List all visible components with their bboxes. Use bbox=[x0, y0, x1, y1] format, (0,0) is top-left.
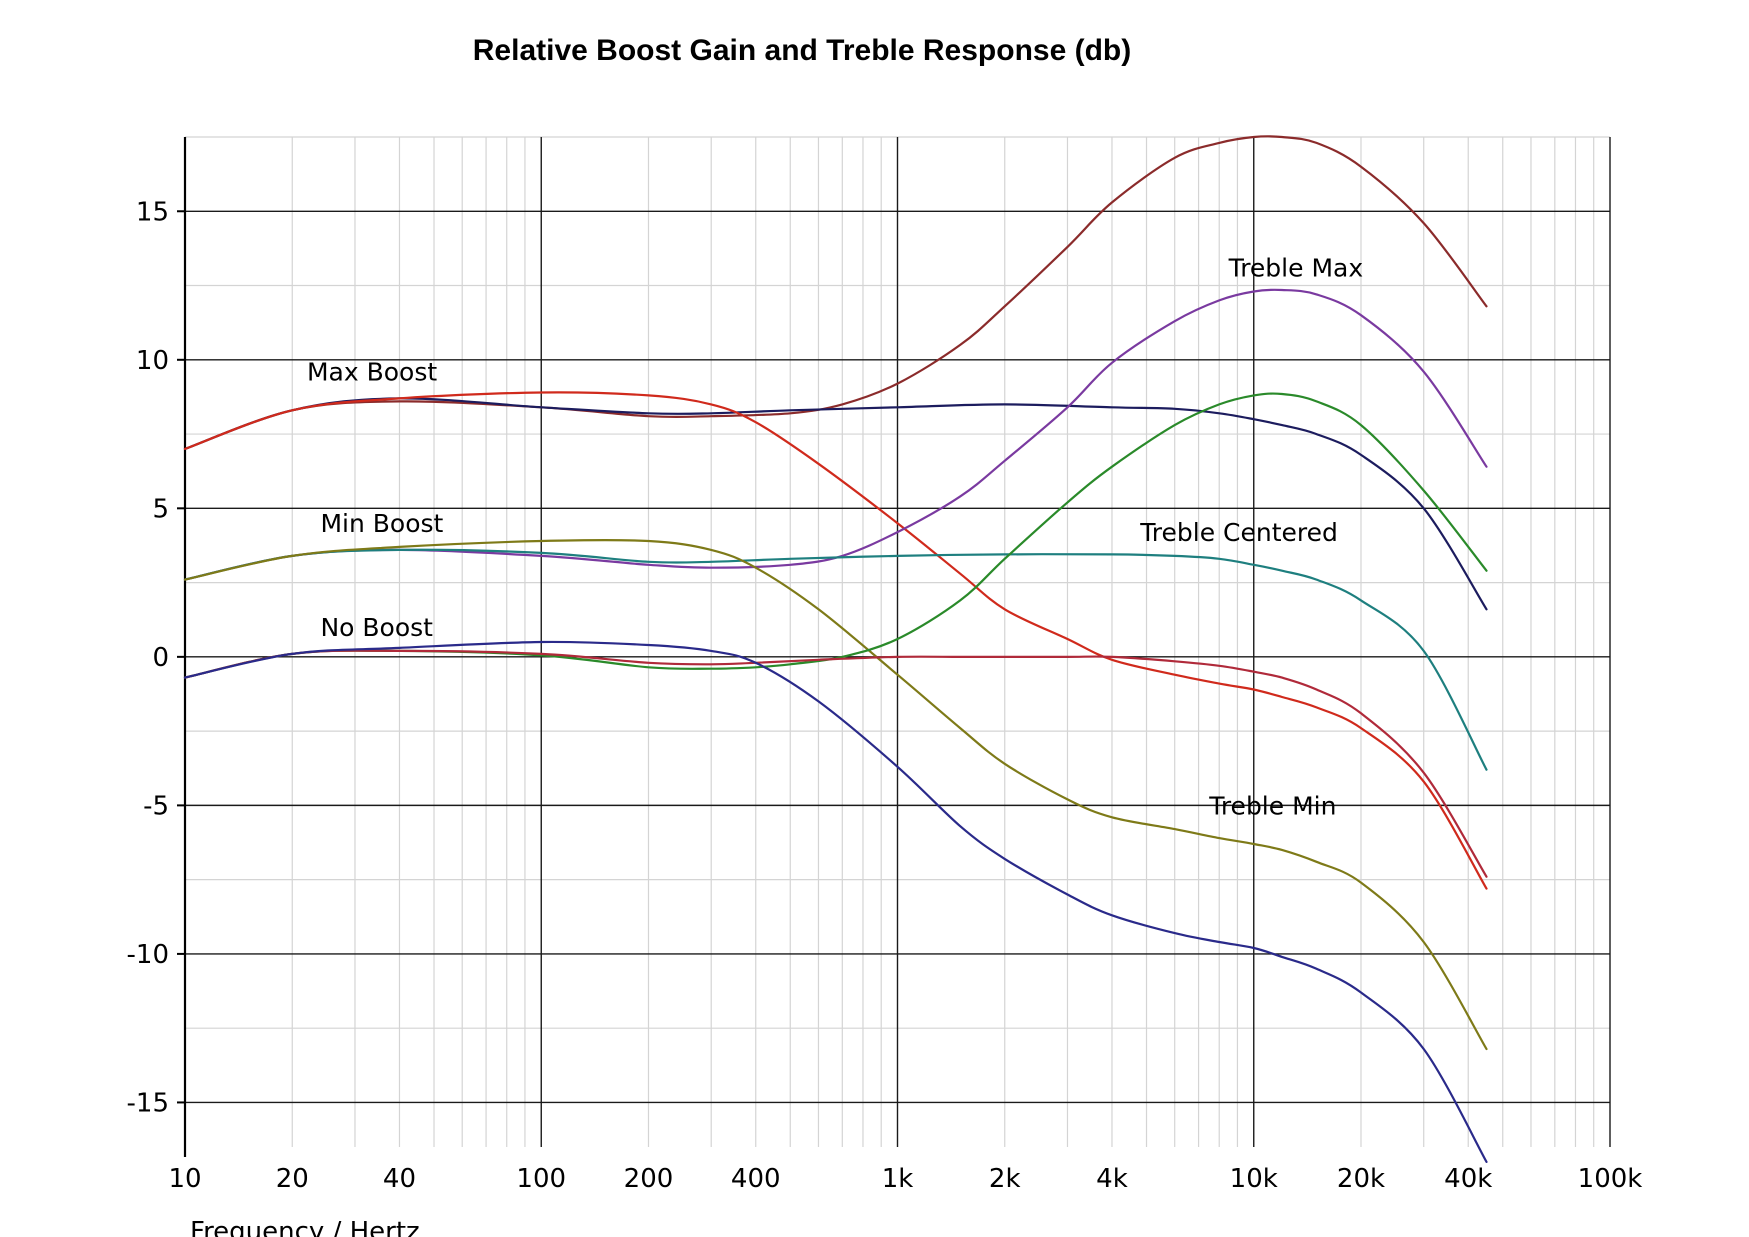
x-tick-label: 200 bbox=[624, 1164, 674, 1194]
y-tick-label: 5 bbox=[152, 494, 169, 524]
series-line-2 bbox=[183, 397, 1488, 611]
x-tick-label: 4k bbox=[1096, 1164, 1128, 1194]
axes bbox=[177, 137, 187, 1157]
y-tick-label: -10 bbox=[127, 940, 169, 970]
curve-label: Treble Centered bbox=[1139, 518, 1338, 547]
x-tick-label: 40k bbox=[1444, 1164, 1492, 1194]
x-tick-label: 20 bbox=[276, 1164, 309, 1194]
minor-gridlines bbox=[185, 136, 1610, 1147]
y-tick-label: -15 bbox=[127, 1088, 169, 1118]
y-tick-label: 0 bbox=[152, 643, 169, 673]
tick-labels: 10 20 40 100 200 400 1k 2k 4k 10k 20k 40k 100k 15 10 5 0… bbox=[127, 197, 1643, 1194]
x-tick-label: 400 bbox=[731, 1164, 781, 1194]
chart-title: Relative Boost Gain and Treble Response … bbox=[472, 34, 1132, 67]
curve-label: Treble Max bbox=[1228, 254, 1364, 283]
x-tick-label: 2k bbox=[989, 1164, 1021, 1194]
annotations: Max Boost Min Boost No Boost Treble Max Treb… bbox=[307, 254, 1363, 821]
series-line-4 bbox=[183, 288, 1488, 581]
series-line-8 bbox=[183, 649, 1488, 878]
y-tick-label: -5 bbox=[143, 791, 169, 821]
x-tick-label: 10 bbox=[168, 1164, 201, 1194]
series-line-5 bbox=[183, 548, 1488, 771]
curve-label: Max Boost bbox=[307, 358, 437, 387]
curve-label: No Boost bbox=[320, 613, 433, 642]
series-line-6 bbox=[183, 538, 1488, 1051]
x-axis-title: Frequency / Hertz bbox=[190, 1217, 420, 1237]
curve-label: Min Boost bbox=[320, 509, 443, 538]
series-line-9 bbox=[183, 640, 1488, 1163]
x-tick-label: 10k bbox=[1230, 1164, 1278, 1194]
x-tick-label: 100k bbox=[1578, 1164, 1643, 1194]
series-layer bbox=[183, 135, 1488, 1163]
y-tick-label: 10 bbox=[136, 346, 169, 376]
y-tick-label: 15 bbox=[136, 197, 169, 227]
x-tick-label: 40 bbox=[383, 1164, 416, 1194]
series-line-1 bbox=[183, 135, 1488, 450]
series-line-7 bbox=[183, 392, 1488, 679]
x-tick-label: 100 bbox=[516, 1164, 566, 1194]
x-tick-label: 1k bbox=[882, 1164, 914, 1194]
series-line-3 bbox=[183, 391, 1488, 890]
x-tick-label: 20k bbox=[1337, 1164, 1385, 1194]
curve-label: Treble Min bbox=[1208, 791, 1336, 820]
